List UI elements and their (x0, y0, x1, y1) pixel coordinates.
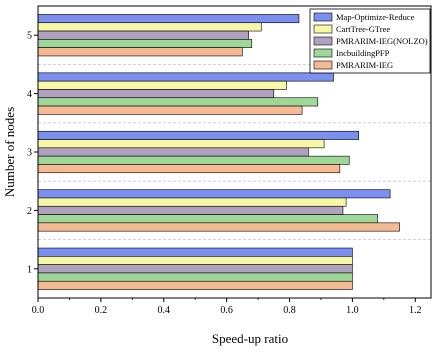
x-tick-label: 0.4 (158, 305, 171, 316)
bar-2-pmrarim-ieg-nolzo- (37, 205, 344, 215)
legend-label: PMRARIM-IEG(NOLZO) (336, 36, 428, 46)
bar-5-carttree-gtree (37, 22, 262, 32)
x-tick-label: 1.2 (409, 305, 422, 316)
x-tick-label: 0.6 (220, 305, 233, 316)
bar-4-pmrarim-ieg (37, 105, 303, 115)
bar-3-map-optimize-reduce (37, 130, 359, 140)
bar-4-map-optimize-reduce (37, 72, 334, 82)
legend-swatch (313, 36, 333, 46)
bar-2-pmrarim-ieg (37, 222, 400, 232)
legend-swatch (313, 60, 333, 70)
bar-1-pmrarim-ieg (37, 280, 353, 290)
legend-swatch (313, 48, 333, 58)
y-tick-label: 4 (27, 89, 32, 100)
x-tick-label: 0.8 (283, 305, 296, 316)
x-tick-label: 0.0 (32, 305, 45, 316)
bar-2-incbuildingpfp (37, 214, 378, 224)
legend: Map-Optimize-Reduce CartTree-GTree PMRARIM… (309, 8, 431, 74)
bar-5-pmrarim-ieg-nolzo- (37, 30, 249, 40)
legend-label: CartTree-GTree (336, 24, 390, 34)
bar-4-incbuildingpfp (37, 97, 319, 107)
legend-label: PMRARIM-IEG (336, 60, 393, 70)
y-tick-label: 3 (27, 148, 32, 159)
bar-3-pmrarim-ieg-nolzo- (37, 147, 309, 157)
bar-4-carttree-gtree (37, 80, 287, 90)
bar-2-map-optimize-reduce (37, 189, 391, 199)
bar-3-pmrarim-ieg (37, 164, 341, 174)
bar-1-pmrarim-ieg-nolzo- (37, 264, 353, 274)
y-axis-title: Number of nodes (2, 107, 17, 197)
bar-1-map-optimize-reduce (37, 247, 353, 257)
x-axis-title: Speed-up ratio (212, 331, 288, 346)
y-tick-label: 1 (27, 264, 32, 275)
bar-1-carttree-gtree (37, 256, 353, 265)
x-tick-label: 0.2 (95, 305, 108, 316)
bar-4-pmrarim-ieg-nolzo- (37, 89, 275, 99)
bar-1-incbuildingpfp (37, 272, 353, 282)
bar-5-map-optimize-reduce (37, 14, 300, 24)
bar-3-carttree-gtree (37, 139, 325, 149)
legend-label: Map-Optimize-Reduce (336, 12, 415, 22)
y-tick-label: 2 (27, 206, 32, 217)
legend-swatch (313, 12, 333, 22)
x-tick-label: 1.0 (346, 305, 359, 316)
legend-label: IncbuildingPFP (336, 48, 390, 58)
bar-2-carttree-gtree (37, 197, 347, 207)
y-tick-label: 5 (27, 31, 32, 42)
bar-5-incbuildingpfp (37, 39, 253, 48)
legend-swatch (313, 24, 333, 34)
axes: 1 2 3 4 5 0.0 0.2 0.4 0.6 0.8 1.0 1.2 (27, 31, 422, 316)
bar-3-incbuildingpfp (37, 155, 350, 165)
bar-5-pmrarim-ieg (37, 47, 243, 57)
